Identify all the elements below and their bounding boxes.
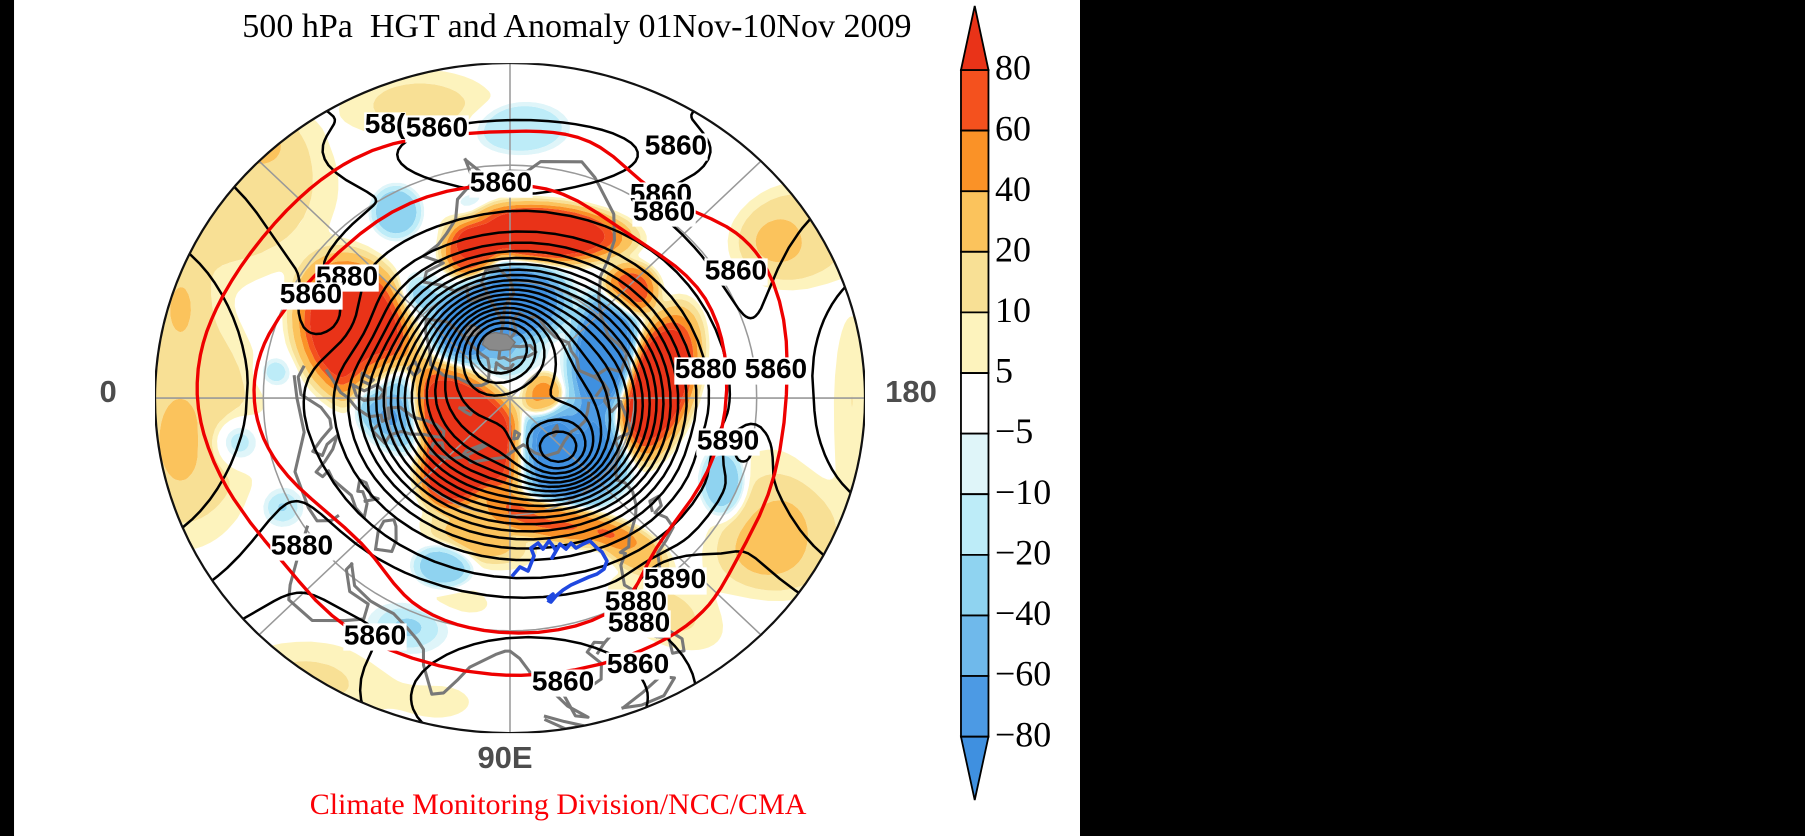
svg-text:5860: 5860 [705,254,767,285]
svg-text:−10: −10 [995,472,1051,512]
svg-text:58(: 58( [365,108,406,139]
svg-text:Climate Monitoring Division/NC: Climate Monitoring Division/NCC/CMA [310,788,807,821]
svg-text:−20: −20 [995,532,1051,572]
svg-text:5880: 5880 [271,529,333,560]
svg-text:−80: −80 [995,714,1051,754]
svg-text:5860: 5860 [470,166,532,197]
svg-text:10: 10 [995,290,1031,330]
svg-text:5860: 5860 [406,111,468,142]
svg-text:80: 80 [995,48,1031,88]
svg-text:5880: 5880 [608,606,670,637]
svg-text:5860: 5860 [280,278,342,309]
svg-text:5860: 5860 [745,353,807,384]
svg-text:−5: −5 [995,411,1033,451]
svg-text:5860: 5860 [633,195,695,226]
svg-text:5890: 5890 [697,424,759,455]
svg-text:5860: 5860 [607,648,669,679]
svg-text:40: 40 [995,169,1031,209]
svg-text:5860: 5860 [532,665,594,696]
svg-text:5890: 5890 [644,563,706,594]
svg-text:−40: −40 [995,593,1051,633]
svg-text:5860: 5860 [344,619,406,650]
svg-text:5: 5 [995,351,1013,391]
svg-text:−60: −60 [995,654,1051,694]
svg-text:5880: 5880 [675,353,737,384]
svg-text:5860: 5860 [645,129,707,160]
svg-text:90E: 90E [477,740,532,775]
svg-text:60: 60 [995,108,1031,148]
svg-text:20: 20 [995,229,1031,269]
svg-text:180: 180 [885,374,937,409]
svg-text:500 hPa HGT and Anomaly 01Nov: 500 hPa HGT and Anomaly 01Nov-10Nov 2009 [242,8,911,45]
svg-text:0: 0 [99,374,116,409]
